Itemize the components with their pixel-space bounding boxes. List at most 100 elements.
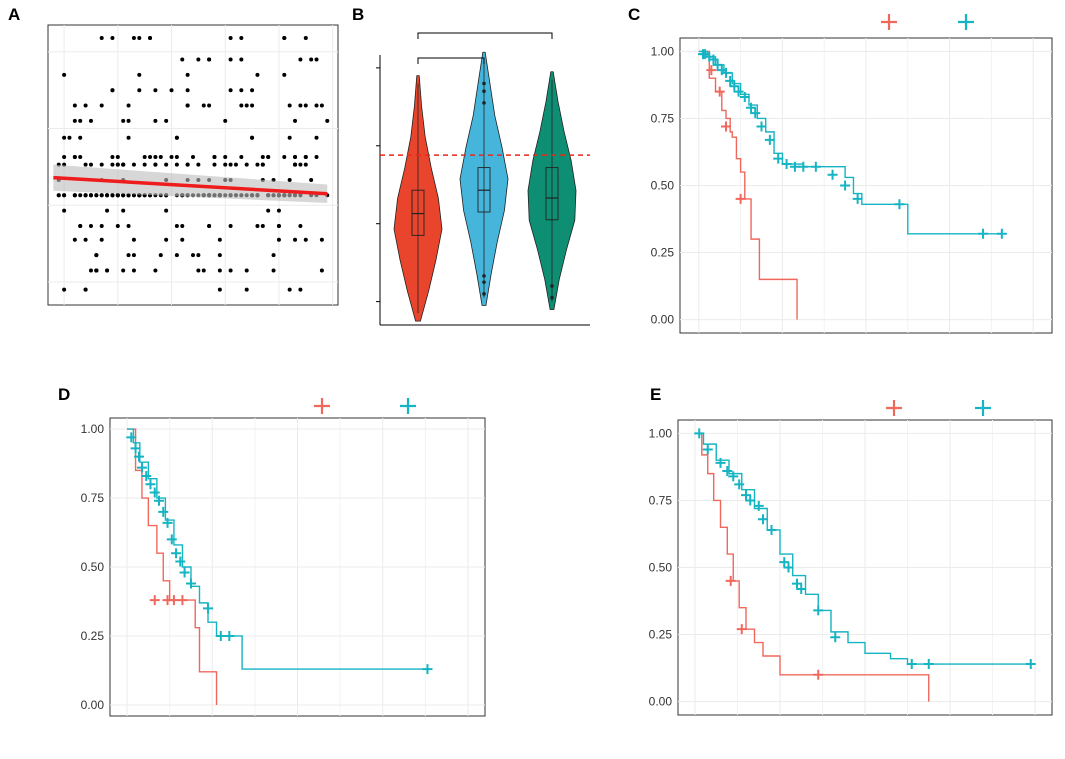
- legend-high-risk-key: [314, 398, 330, 414]
- scatter-point: [148, 154, 153, 159]
- censor-mark: [746, 102, 757, 113]
- scatter-point: [121, 162, 126, 167]
- scatter-point: [228, 162, 233, 167]
- outlier-point: [482, 89, 486, 94]
- scatter-point: [293, 162, 298, 167]
- censor-mark: [177, 595, 188, 606]
- scatter-point: [137, 36, 142, 41]
- scatter-point: [293, 237, 298, 242]
- scatter-point: [148, 36, 153, 41]
- scatter-point: [314, 154, 319, 159]
- scatter-point: [196, 57, 201, 62]
- scatter-point: [94, 253, 99, 258]
- y-tick-label: 0.75: [649, 493, 673, 507]
- scatter-point: [110, 154, 115, 159]
- scatter-point: [282, 154, 287, 159]
- censor-mark: [136, 462, 147, 473]
- y-tick-label: 0.25: [651, 246, 675, 260]
- scatter-point: [72, 103, 77, 108]
- scatter-point: [217, 268, 222, 273]
- scatter-point: [287, 103, 292, 108]
- legend-low-risk-key: [400, 398, 416, 414]
- scatter-point: [78, 223, 83, 228]
- scatter-point: [201, 103, 206, 108]
- scatter-point: [83, 237, 88, 242]
- scatter-point: [239, 57, 244, 62]
- censor-mark: [923, 659, 934, 670]
- scatter-point: [67, 135, 72, 140]
- scatter-point: [239, 103, 244, 108]
- censor-mark: [126, 432, 137, 443]
- scatter-point: [244, 287, 249, 292]
- panel-letter: A: [8, 5, 20, 24]
- y-tick-label: 1.00: [649, 426, 673, 440]
- scatter-point: [180, 57, 185, 62]
- panel-d-km-stage2: D 0.00 0.25 0.50 0.75 1.00: [58, 385, 486, 717]
- survival-curve-low-risk: [695, 432, 1035, 665]
- scatter-point: [201, 268, 206, 273]
- censor-mark: [133, 451, 144, 462]
- scatter-point: [185, 72, 190, 77]
- scatter-point: [83, 193, 88, 198]
- scatter-point: [121, 193, 126, 198]
- scatter-point: [223, 154, 228, 159]
- comparison-bracket: [417, 57, 485, 64]
- scatter-point: [164, 208, 169, 213]
- scatter-point: [88, 162, 93, 167]
- scatter-point: [78, 154, 83, 159]
- scatter-point: [115, 193, 120, 198]
- censor-mark: [996, 228, 1007, 239]
- scatter-point: [174, 162, 179, 167]
- censor-mark: [722, 465, 733, 476]
- censor-mark: [739, 92, 750, 102]
- scatter-point: [164, 162, 169, 167]
- scatter-point: [62, 135, 67, 140]
- scatter-point: [303, 103, 308, 108]
- scatter-point: [153, 154, 158, 159]
- scatter-point: [99, 223, 104, 228]
- scatter-point: [72, 154, 77, 159]
- censor-mark: [813, 669, 824, 680]
- censor-mark: [735, 193, 746, 204]
- scatter-point: [287, 135, 292, 140]
- scatter-point: [99, 36, 104, 41]
- censor-mark: [773, 153, 784, 164]
- censor-mark: [781, 159, 792, 170]
- scatter-point: [228, 57, 233, 62]
- scatter-point: [217, 237, 222, 242]
- y-tick-label: 1.00: [81, 422, 105, 436]
- censor-mark: [158, 506, 169, 517]
- scatter-point: [244, 268, 249, 273]
- censor-mark: [714, 86, 725, 97]
- y-tick-label: 0.00: [651, 313, 675, 327]
- scatter-point: [169, 154, 174, 159]
- censor-mark: [162, 517, 173, 528]
- censor-mark: [422, 664, 433, 675]
- scatter-point: [126, 135, 131, 140]
- censor-mark: [171, 548, 182, 559]
- censor-mark: [756, 121, 767, 132]
- censor-mark: [130, 443, 141, 454]
- scatter-point: [228, 88, 233, 93]
- panel-letter: C: [628, 5, 640, 24]
- scatter-point: [126, 253, 131, 258]
- scatter-point: [260, 162, 265, 167]
- scatter-point: [223, 118, 228, 123]
- censor-mark: [766, 524, 777, 535]
- censor-mark: [166, 534, 177, 545]
- survival-curve-high-risk: [695, 432, 930, 702]
- scatter-point: [185, 103, 190, 108]
- scatter-point: [276, 237, 281, 242]
- outlier-point: [482, 81, 486, 86]
- scatter-point: [287, 177, 292, 182]
- scatter-point: [78, 118, 83, 123]
- survival-curve-high-risk: [127, 428, 218, 705]
- scatter-point: [239, 154, 244, 159]
- scatter-point: [158, 253, 163, 258]
- legend-high-risk-key: [886, 400, 902, 416]
- censor-mark: [827, 169, 838, 180]
- censor-mark: [702, 444, 713, 455]
- scatter-point: [271, 253, 276, 258]
- scatter-point: [212, 162, 217, 167]
